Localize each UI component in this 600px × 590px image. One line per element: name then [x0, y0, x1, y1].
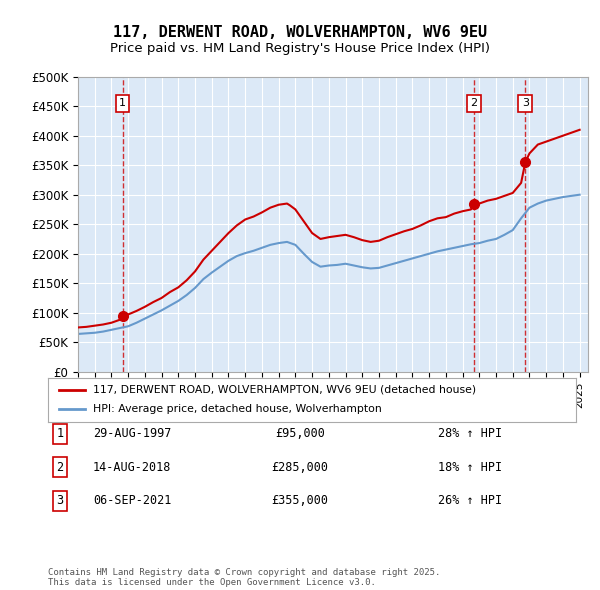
Text: 117, DERWENT ROAD, WOLVERHAMPTON, WV6 9EU (detached house): 117, DERWENT ROAD, WOLVERHAMPTON, WV6 9E… [93, 385, 476, 395]
Text: 1: 1 [56, 427, 64, 440]
Text: 2: 2 [470, 99, 478, 108]
Text: 29-AUG-1997: 29-AUG-1997 [93, 427, 171, 440]
Text: £285,000: £285,000 [271, 461, 329, 474]
Text: 3: 3 [522, 99, 529, 108]
Text: 14-AUG-2018: 14-AUG-2018 [93, 461, 171, 474]
Text: 117, DERWENT ROAD, WOLVERHAMPTON, WV6 9EU: 117, DERWENT ROAD, WOLVERHAMPTON, WV6 9E… [113, 25, 487, 40]
Text: £355,000: £355,000 [271, 494, 329, 507]
Text: 26% ↑ HPI: 26% ↑ HPI [438, 494, 502, 507]
Text: 2: 2 [56, 461, 64, 474]
Text: Price paid vs. HM Land Registry's House Price Index (HPI): Price paid vs. HM Land Registry's House … [110, 42, 490, 55]
Text: Contains HM Land Registry data © Crown copyright and database right 2025.: Contains HM Land Registry data © Crown c… [48, 568, 440, 577]
Text: 1: 1 [119, 99, 126, 108]
Text: This data is licensed under the Open Government Licence v3.0.: This data is licensed under the Open Gov… [48, 578, 376, 588]
Text: HPI: Average price, detached house, Wolverhampton: HPI: Average price, detached house, Wolv… [93, 405, 382, 414]
Text: £95,000: £95,000 [275, 427, 325, 440]
Text: 28% ↑ HPI: 28% ↑ HPI [438, 427, 502, 440]
Text: 3: 3 [56, 494, 64, 507]
Text: 06-SEP-2021: 06-SEP-2021 [93, 494, 171, 507]
Text: 18% ↑ HPI: 18% ↑ HPI [438, 461, 502, 474]
